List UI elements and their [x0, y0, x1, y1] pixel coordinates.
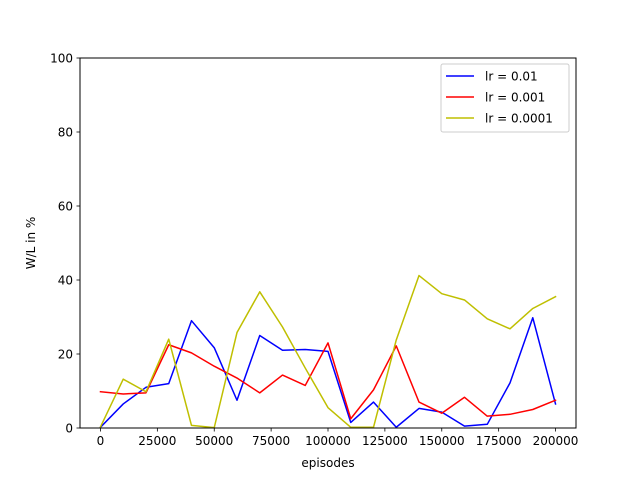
x-tick-label: 125000 — [362, 434, 408, 448]
y-axis-label: W/L in % — [24, 217, 38, 270]
y-tick-label: 20 — [58, 348, 73, 362]
y-tick-label: 80 — [58, 126, 73, 140]
x-tick-label: 25000 — [138, 434, 176, 448]
legend-box — [440, 63, 570, 133]
series-line-3 — [99, 274, 557, 428]
x-axis-label: episodes — [301, 456, 354, 470]
series-line-2 — [99, 342, 557, 420]
x-tick-label: 175000 — [476, 434, 522, 448]
x-tick-label: 50000 — [195, 434, 233, 448]
legend: lr = 0.01 lr = 0.001 lr = 0.0001 — [440, 63, 570, 133]
x-tick-label: 100000 — [305, 434, 351, 448]
x-tick-label: 200000 — [533, 434, 579, 448]
y-tick-label: 100 — [50, 52, 73, 66]
legend-label-3: lr = 0.0001 — [485, 112, 553, 126]
legend-label-1: lr = 0.01 — [485, 70, 538, 84]
series-line-1 — [99, 316, 557, 428]
y-axis-ticks: 0 20 40 60 80 100 — [50, 52, 80, 436]
x-tick-label: 0 — [97, 434, 105, 448]
y-tick-label: 40 — [58, 274, 73, 288]
y-tick-label: 0 — [65, 422, 73, 436]
x-axis-ticks: 0 25000 50000 75000 100000 125000 150000 175000… — [97, 428, 579, 448]
x-tick-label: 75000 — [252, 434, 290, 448]
legend-label-2: lr = 0.001 — [485, 91, 545, 105]
y-tick-label: 60 — [58, 200, 73, 214]
legend-items: lr = 0.01 lr = 0.001 lr = 0.0001 — [446, 70, 553, 126]
series-lines — [99, 274, 557, 428]
x-tick-label: 150000 — [419, 434, 465, 448]
